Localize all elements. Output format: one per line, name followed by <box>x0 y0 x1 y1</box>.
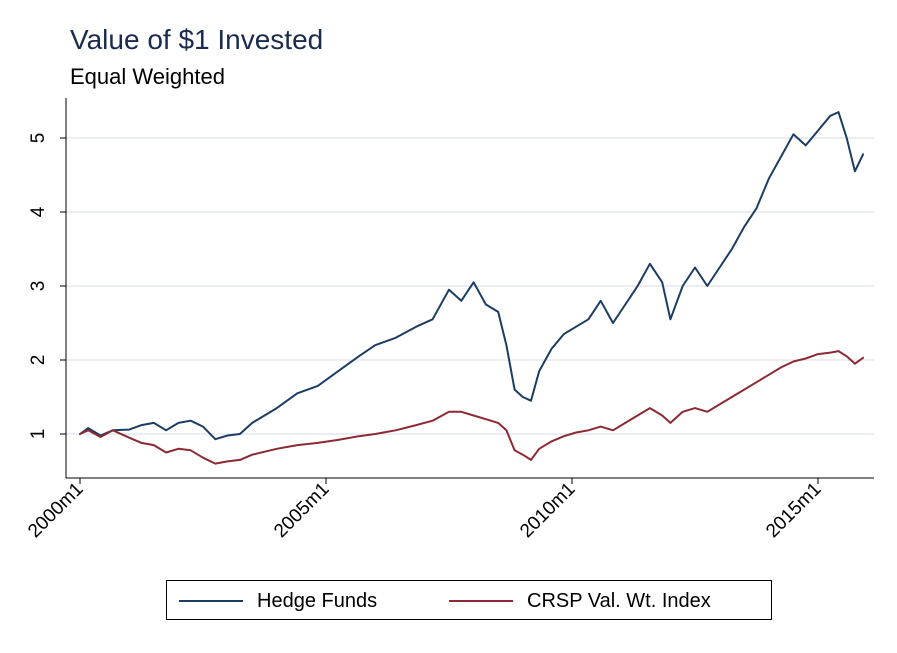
series-line-crsp <box>79 350 865 465</box>
y-tick-label: 4 <box>28 206 49 217</box>
x-tick-label: 2000m1 <box>24 479 87 542</box>
legend-label-crsp: CRSP Val. Wt. Index <box>527 589 711 612</box>
legend-swatch-crsp <box>449 600 513 602</box>
legend-swatch-hedge-funds <box>179 600 243 602</box>
y-tick-label: 1 <box>28 429 49 440</box>
series-line-hedge-funds <box>79 111 865 441</box>
x-tick-label: 2005m1 <box>270 479 333 542</box>
chart-title: Value of $1 Invested <box>70 24 324 55</box>
legend-label-hedge-funds: Hedge Funds <box>257 589 378 612</box>
y-tick-label: 5 <box>28 133 49 144</box>
legend: Hedge Funds CRSP Val. Wt. Index <box>166 580 772 620</box>
y-tick-label: 2 <box>28 355 49 366</box>
x-tick-label: 2010m1 <box>516 479 579 542</box>
y-tick-label: 3 <box>28 281 49 292</box>
chart-subtitle: Equal Weighted <box>70 64 225 89</box>
legend-item-crsp: CRSP Val. Wt. Index <box>449 581 711 621</box>
legend-item-hedge-funds: Hedge Funds <box>179 581 377 621</box>
x-tick-label: 2015m1 <box>762 479 825 542</box>
